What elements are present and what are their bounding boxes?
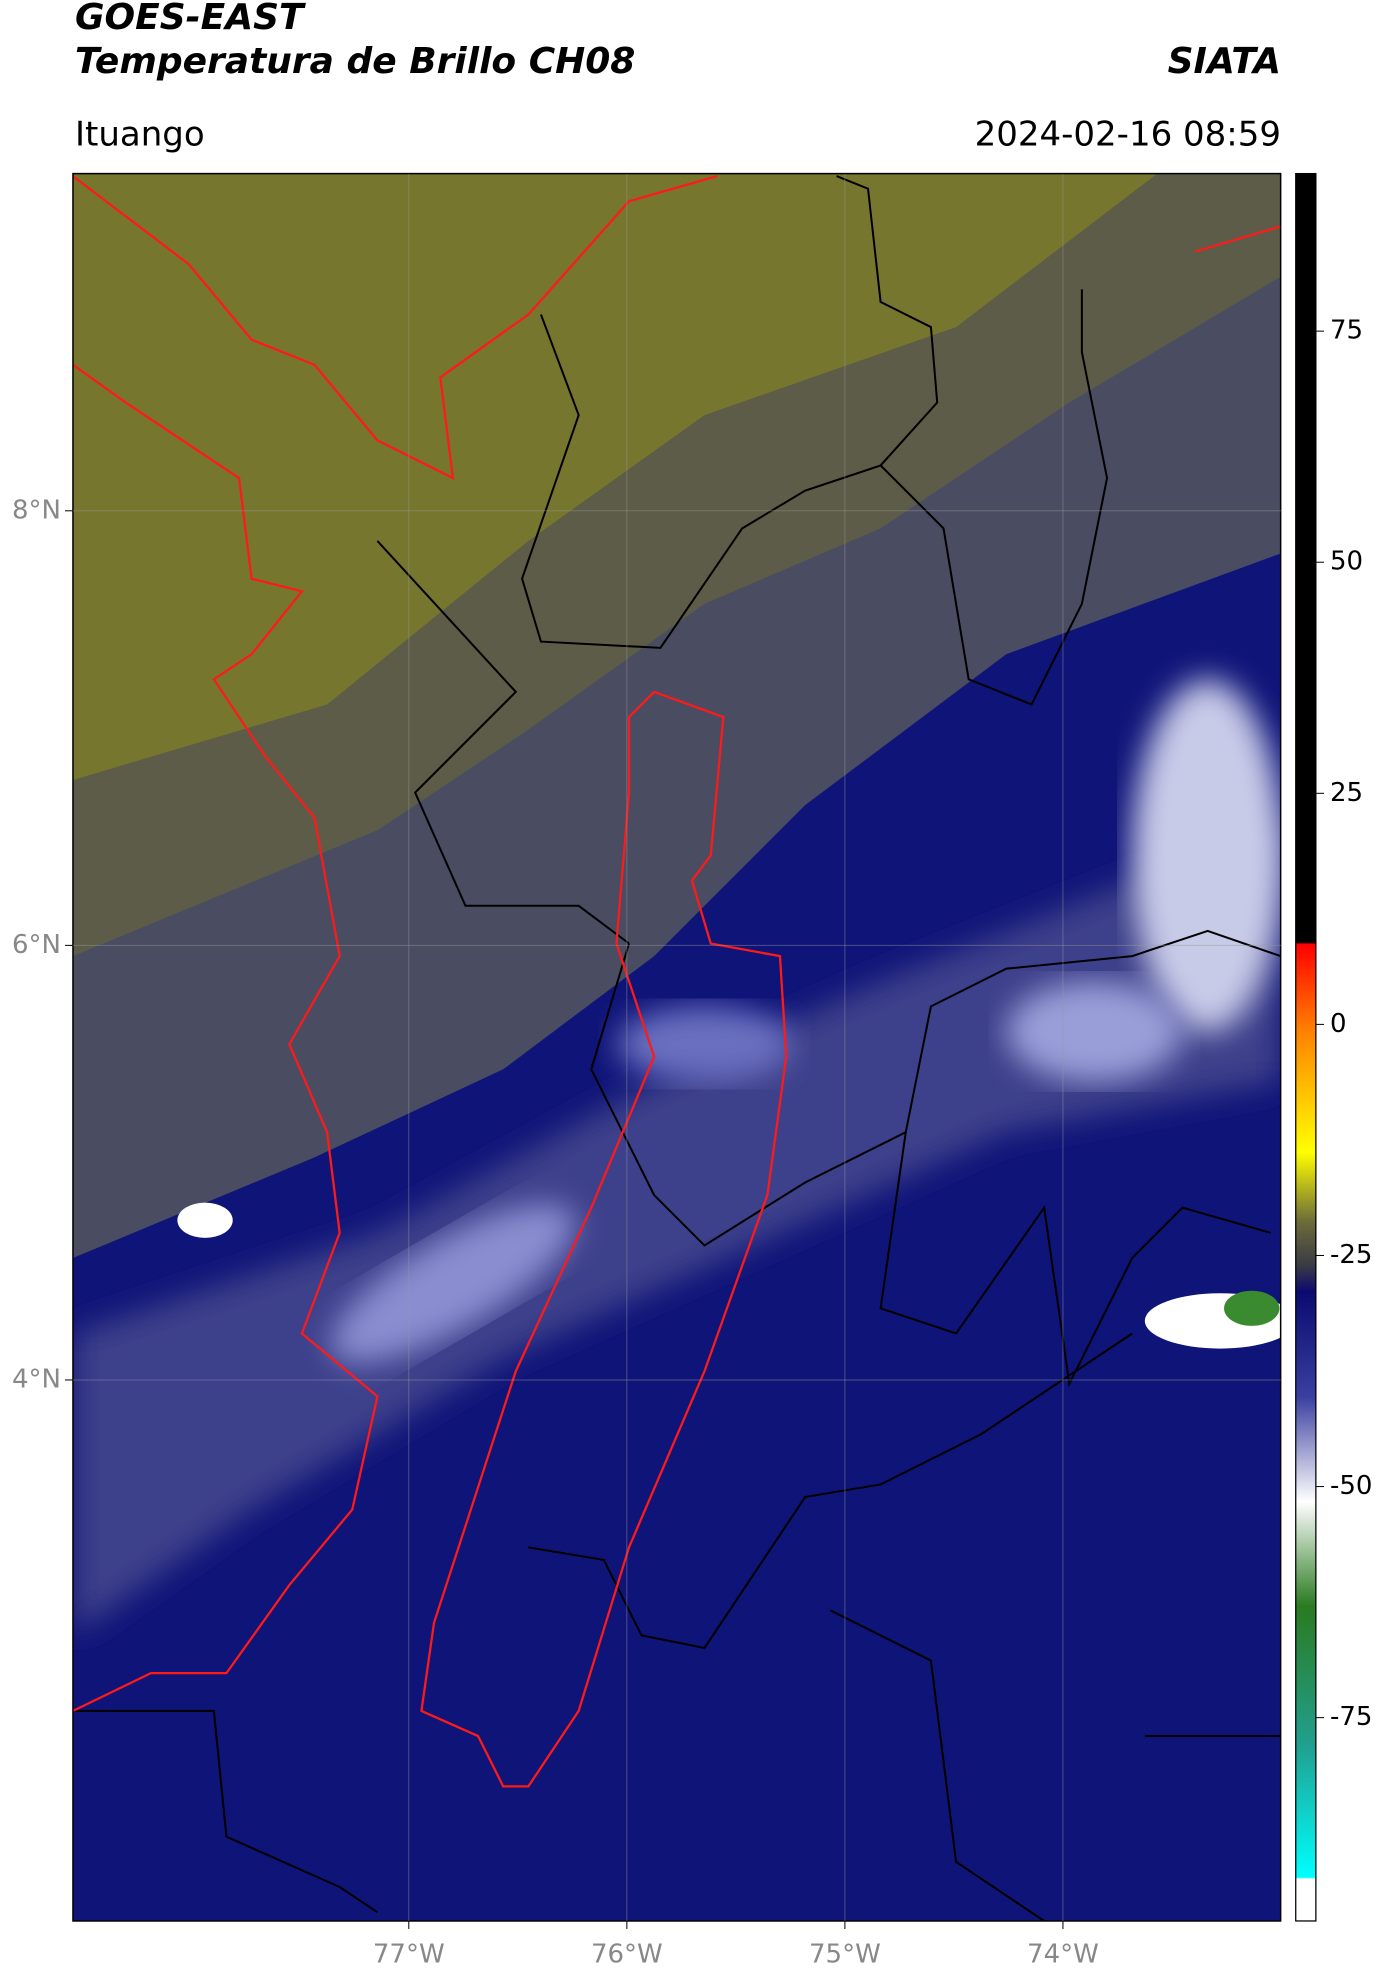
colorbar-tick-label: -50 — [1330, 1471, 1372, 1501]
y-tick-label: 6°N — [12, 930, 61, 960]
datetime: 2024-02-16 08:59 — [975, 115, 1281, 155]
source: SIATA — [1168, 41, 1281, 82]
x-tick-label: 77°W — [373, 1940, 445, 1970]
title: GOES-EAST — [75, 0, 306, 38]
colorbar-tick-label: -75 — [1330, 1702, 1372, 1732]
colorbar-tick-label: -25 — [1330, 1240, 1372, 1270]
y-tick-label: 8°N — [12, 495, 61, 525]
colorbar-tick-label: 50 — [1330, 547, 1363, 577]
colorbar-tick-label: 75 — [1330, 316, 1363, 346]
region: Ituango — [75, 115, 205, 155]
y-tick-label: 4°N — [12, 1364, 61, 1394]
x-tick-label: 74°W — [1027, 1940, 1099, 1970]
map-image — [72, 172, 1317, 1922]
x-tick-label: 75°W — [809, 1940, 881, 1970]
subtitle: Temperatura de Brillo CH08 — [75, 41, 635, 82]
x-tick-label: 76°W — [591, 1940, 663, 1970]
colorbar-tick-label: 0 — [1330, 1009, 1347, 1039]
colorbar-tick-label: 25 — [1330, 778, 1363, 808]
